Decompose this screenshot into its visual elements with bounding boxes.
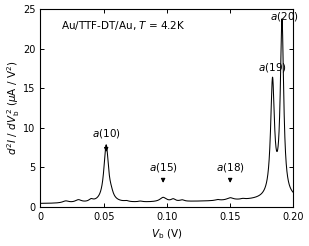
Text: $a$(20): $a$(20) xyxy=(270,10,299,23)
X-axis label: $V_\mathrm{b}$ (V): $V_\mathrm{b}$ (V) xyxy=(151,228,183,241)
Text: $a$(18): $a$(18) xyxy=(216,161,244,182)
Y-axis label: $d^2I$ / $dV_\mathrm{b}^{\,2}$ ($\mu$A / V$^2$): $d^2I$ / $dV_\mathrm{b}^{\,2}$ ($\mu$A /… xyxy=(5,61,22,155)
Text: $a$(15): $a$(15) xyxy=(149,161,177,182)
Text: Au/TTF-DT/Au, $T$ = 4.2K: Au/TTF-DT/Au, $T$ = 4.2K xyxy=(61,19,185,32)
Text: $a$(19): $a$(19) xyxy=(258,61,287,74)
Text: $a$(10): $a$(10) xyxy=(92,127,121,151)
